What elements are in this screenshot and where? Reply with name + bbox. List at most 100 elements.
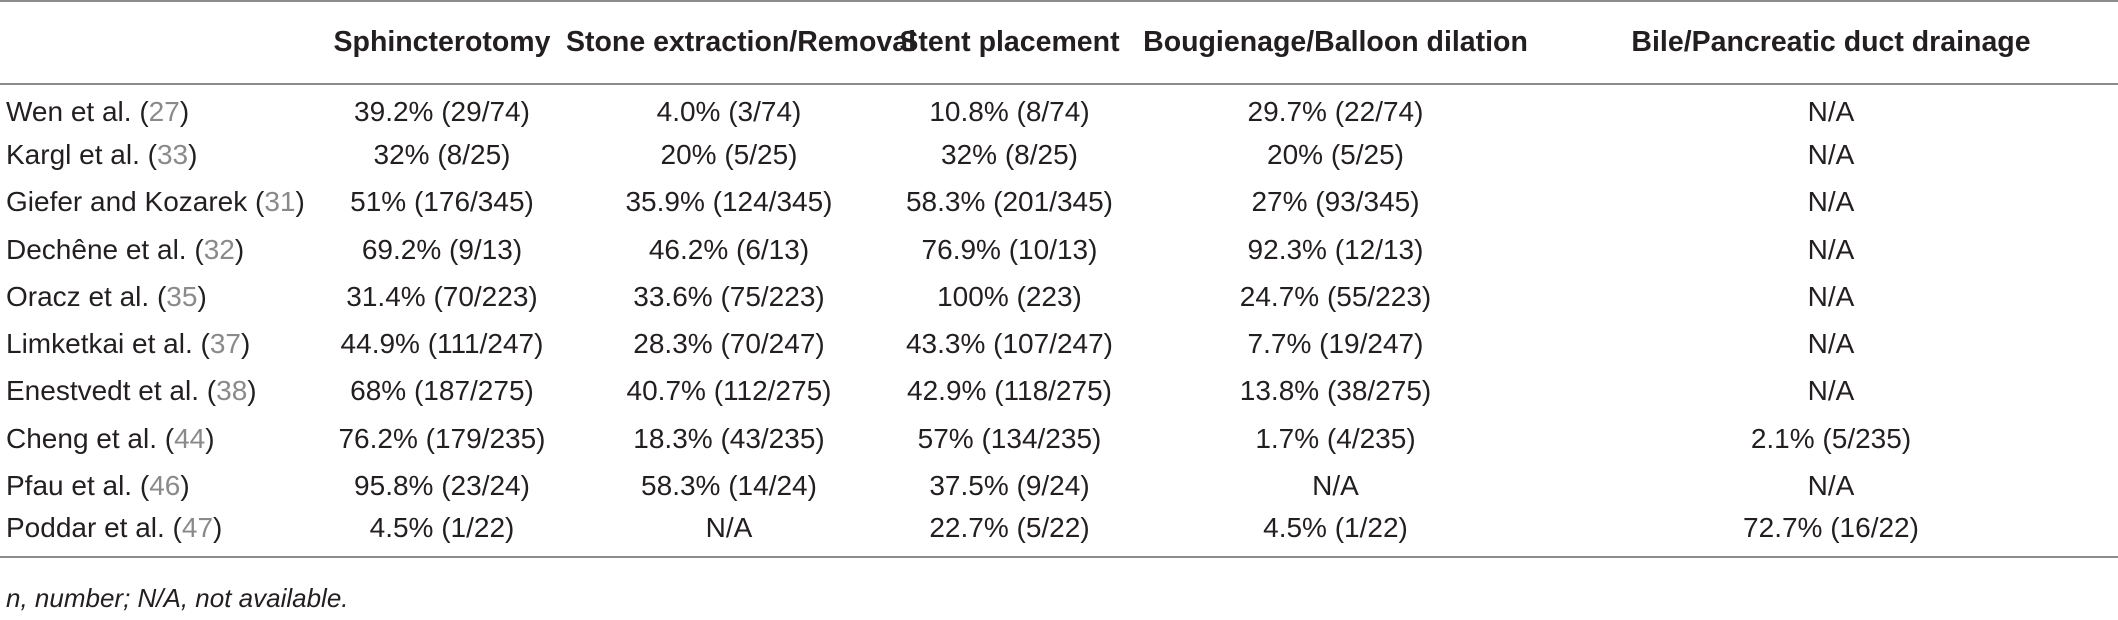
table-cell: 28.3% (70/247) xyxy=(633,328,825,360)
table-cell: N/A xyxy=(705,511,753,543)
table-cell: 18.3% (43/235) xyxy=(633,422,825,454)
header-cell: Stent placement xyxy=(899,26,1120,58)
table-cell: 20% (5/25) xyxy=(1267,138,1404,170)
table-cell: N/A xyxy=(1807,280,1855,312)
table-cell: 35.9% (124/345) xyxy=(625,186,833,218)
table-cell: 92.3% (12/13) xyxy=(1247,233,1424,265)
table-cell: 40.7% (112/275) xyxy=(626,375,832,407)
study-name: Oracz et al. xyxy=(6,280,150,312)
study-cell: Pfau et al. (46) xyxy=(6,470,190,502)
table-cell: N/A xyxy=(1312,470,1359,502)
table-cell: 4.5% (1/22) xyxy=(1263,511,1408,543)
table-cell: 13.8% (38/275) xyxy=(1239,375,1432,407)
reference-link[interactable]: 31 xyxy=(264,186,296,218)
table-cell: 72.7% (16/22) xyxy=(1743,511,1919,543)
table-cell: 24.7% (55/223) xyxy=(1239,280,1432,312)
reference-link[interactable]: 47 xyxy=(181,511,214,543)
table-row: Giefer and Kozarek (31) 51% (176/345) 35… xyxy=(0,179,2118,226)
procedures-table: Sphincterotomy Stone extraction/Removal … xyxy=(0,1,2118,557)
table-cell: 100% (223) xyxy=(937,280,1082,312)
table-cell: 27% (93/345) xyxy=(1251,186,1420,218)
reference-link[interactable]: 46 xyxy=(149,470,181,502)
study-cell: Limketkai et al. (37) xyxy=(6,328,251,360)
data-table-container: Sphincterotomy Stone extraction/Removal … xyxy=(0,1,2118,557)
header-cell: Stone extraction/Removal xyxy=(566,26,917,58)
table-row: Wen et al. (27) 39.2% (29/74) 4.0% (3/74… xyxy=(0,84,2118,131)
study-cell: Dechêne et al. (32) xyxy=(6,233,245,265)
table-cell: N/A xyxy=(1807,96,1855,128)
study-cell: Kargl et al. (33) xyxy=(6,138,198,170)
table-row: Oracz et al. (35) 31.4% (70/223) 33.6% (… xyxy=(0,273,2118,320)
table-cell: 32% (8/25) xyxy=(373,138,511,170)
table-cell: 42.9% (118/275) xyxy=(907,375,1112,407)
table-row: Dechêne et al. (32) 69.2% (9/13) 46.2% (… xyxy=(0,226,2118,273)
table-cell: N/A xyxy=(1807,233,1855,265)
table-row: Poddar et al. (47) 4.5% (1/22) N/A 22.7%… xyxy=(0,510,2118,557)
study-name: Poddar et al. xyxy=(6,511,165,543)
study-name: Enestvedt et al. xyxy=(6,375,200,407)
table-cell: N/A xyxy=(1807,186,1855,218)
study-cell: Enestvedt et al. (38) xyxy=(6,375,257,407)
reference-link[interactable]: 33 xyxy=(156,138,189,170)
table-cell: 51% (176/345) xyxy=(350,186,534,218)
table-cell: 76.9% (10/13) xyxy=(921,233,1098,265)
table-cell: 37.5% (9/24) xyxy=(929,470,1090,502)
table-cell: 46.2% (6/13) xyxy=(648,233,810,265)
header-cell: Bile/Pancreatic duct drainage xyxy=(1631,26,2031,58)
header-cell xyxy=(0,1,318,84)
table-row: Kargl et al. (33) 32% (8/25) 20% (5/25) … xyxy=(0,131,2118,178)
header-cell: Sphincterotomy xyxy=(333,26,551,58)
reference-link[interactable]: 27 xyxy=(148,96,180,128)
table-cell: 58.3% (14/24) xyxy=(641,470,817,502)
table-row: Pfau et al. (46) 95.8% (23/24) 58.3% (14… xyxy=(0,462,2118,509)
reference-link[interactable]: 32 xyxy=(203,233,235,265)
table-cell: N/A xyxy=(1807,328,1855,360)
reference-link[interactable]: 37 xyxy=(209,328,242,360)
table-cell: 76.2% (179/235) xyxy=(338,422,546,454)
study-name: Dechêne et al. xyxy=(6,233,187,265)
table-cell: 10.8% (8/74) xyxy=(929,96,1090,128)
reference-link[interactable]: 38 xyxy=(216,375,248,407)
table-cell: 2.1% (5/235) xyxy=(1750,422,1912,454)
header-cell: Bougienage/Balloon dilation xyxy=(1143,26,1528,58)
table-cell: 29.7% (22/74) xyxy=(1247,96,1424,128)
table-cell: N/A xyxy=(1807,375,1855,407)
table-cell: 58.3% (201/345) xyxy=(905,186,1114,218)
table-cell: 33.6% (75/223) xyxy=(633,280,825,312)
table-cell: 43.3% (107/247) xyxy=(905,328,1114,360)
reference-link[interactable]: 44 xyxy=(174,422,206,454)
table-cell: 57% (134/235) xyxy=(917,422,1102,454)
study-cell: Cheng et al. (44) xyxy=(6,422,215,454)
table-cell: 31.4% (70/223) xyxy=(346,280,538,312)
table-cell: 39.2% (29/74) xyxy=(354,96,530,128)
study-name: Wen et al. xyxy=(6,96,132,128)
table-cell: N/A xyxy=(1807,138,1855,170)
table-cell: 32% (8/25) xyxy=(941,138,1078,170)
table-cell: 95.8% (23/24) xyxy=(354,470,530,502)
table-row: Limketkai et al. (37) 44.9% (111/247) 28… xyxy=(0,320,2118,367)
study-name: Pfau et al. xyxy=(6,470,133,502)
study-cell: Giefer and Kozarek (31) xyxy=(6,186,305,218)
study-name: Kargl et al. xyxy=(6,138,140,170)
table-cell: 7.7% (19/247) xyxy=(1247,328,1424,360)
table-cell: 69.2% (9/13) xyxy=(361,233,523,265)
table-cell: 20% (5/25) xyxy=(660,138,798,170)
header-row: Sphincterotomy Stone extraction/Removal … xyxy=(0,1,2118,84)
study-cell: Oracz et al. (35) xyxy=(6,280,207,312)
reference-link[interactable]: 35 xyxy=(166,280,198,312)
table-row: Enestvedt et al. (38) 68% (187/275) 40.7… xyxy=(0,368,2118,415)
table-footnote: n, number; N/A, not available. xyxy=(6,583,349,613)
table-cell: 1.7% (4/235) xyxy=(1255,422,1416,454)
study-name: Limketkai et al. xyxy=(6,328,193,360)
study-cell: Wen et al. (27) xyxy=(6,96,190,128)
study-cell: Poddar et al. (47) xyxy=(6,511,223,543)
table-cell: 22.7% (5/22) xyxy=(929,511,1090,543)
table-cell: N/A xyxy=(1807,470,1855,502)
table-cell: 4.0% (3/74) xyxy=(656,96,802,128)
table-cell: 68% (187/275) xyxy=(350,375,534,407)
study-name: Cheng et al. xyxy=(6,422,157,454)
table-cell: 44.9% (111/247) xyxy=(340,328,544,360)
table-row: Cheng et al. (44) 76.2% (179/235) 18.3% … xyxy=(0,415,2118,462)
study-name: Giefer and Kozarek xyxy=(6,186,248,218)
table-cell: 4.5% (1/22) xyxy=(369,511,515,543)
